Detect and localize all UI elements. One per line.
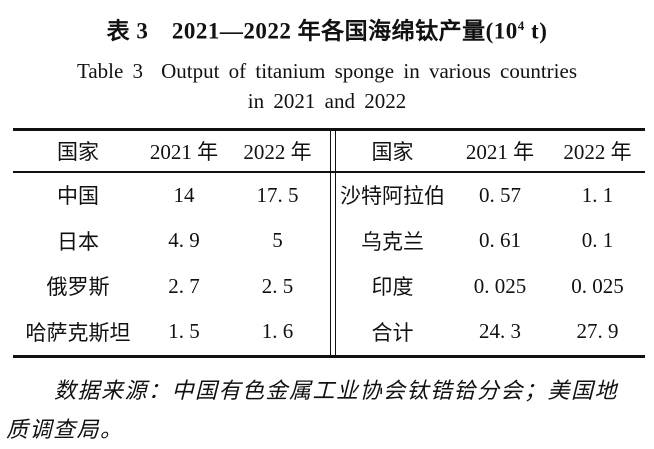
- cell-2021: 24. 3: [479, 319, 521, 344]
- cell-2022: 2. 5: [261, 273, 294, 298]
- cell-2021: 14: [173, 182, 195, 207]
- header-country-left: 国家: [57, 139, 99, 164]
- caption-zh-text: 表 3 2021—2022 年各国海绵钛产量(10: [106, 18, 518, 44]
- cell-country: 哈萨克斯坦: [25, 320, 131, 345]
- cell-2022: 5: [272, 228, 283, 253]
- header-2021-right: 2021 年: [465, 139, 535, 164]
- header-2021-left: 2021 年: [149, 139, 219, 164]
- cell-2021: 0. 57: [479, 182, 521, 207]
- cell-country: 合计: [371, 320, 414, 345]
- cell-2022: 0. 025: [571, 273, 624, 298]
- header-2022-left: 2022 年: [243, 139, 312, 164]
- cell-2022: 27. 9: [576, 319, 619, 344]
- cell-country: 乌克兰: [361, 229, 424, 254]
- cell-country: 日本: [57, 229, 99, 254]
- cell-2021: 1. 5: [168, 319, 200, 344]
- cell-country: 沙特阿拉伯: [340, 184, 445, 209]
- cell-country: 中国: [57, 184, 99, 209]
- cell-2022: 17. 5: [256, 182, 299, 207]
- table-row: 日本 4. 9 5 乌克兰 0. 61 0. 1: [13, 218, 645, 264]
- cell-2021: 0. 61: [479, 228, 521, 253]
- data-table: 国家 2021 年 2022 年 国家 2021 年 2022 年 中国 14 …: [13, 127, 645, 358]
- caption-zh-superscript: 4: [517, 18, 525, 33]
- cell-2021: 2. 7: [168, 273, 200, 298]
- cell-2021: 4. 9: [168, 228, 200, 253]
- cell-2022: 1. 6: [261, 319, 294, 344]
- header-country-right: 国家: [371, 139, 414, 164]
- table-row: 俄罗斯 2. 7 2. 5 印度 0. 025 0. 025: [13, 264, 645, 310]
- table-row: 哈萨克斯坦 1. 5 1. 6 合计 24. 3 27. 9: [13, 309, 645, 355]
- table-caption-en-line2: in 2021 and 2022: [247, 88, 407, 113]
- cell-2021: 0. 025: [473, 273, 527, 298]
- data-source-note-line2: 质调查局。: [6, 416, 124, 442]
- double-rule-divider: [330, 130, 336, 355]
- cell-country: 俄罗斯: [46, 275, 110, 300]
- table-header-row: 国家 2021 年 2022 年 国家 2021 年 2022 年: [13, 131, 645, 173]
- caption-en-label: Table 3: [76, 58, 144, 83]
- table-caption-en: Table 3 Output of titanium sponge in vari…: [0, 56, 654, 86]
- cell-2022: 0. 1: [581, 228, 614, 253]
- header-2022-right: 2022 年: [563, 139, 632, 164]
- caption-en-text: Output of titanium sponge in various cou…: [161, 58, 578, 83]
- table-row: 中国 14 17. 5 沙特阿拉伯 0. 57 1. 1: [13, 173, 645, 219]
- cell-2022: 1. 1: [581, 182, 614, 207]
- data-source-note: 数据来源：中国有色金属工业协会钛锆铪分会；美国地 质调查局。: [6, 371, 646, 449]
- cell-country: 印度: [371, 275, 414, 300]
- data-source-note-line1: 数据来源：中国有色金属工业协会钛锆铪分会；美国地: [54, 377, 619, 403]
- caption-zh-unit: t): [524, 18, 548, 44]
- table-caption-zh: 表 3 2021—2022 年各国海绵钛产量(104 t): [0, 0, 654, 48]
